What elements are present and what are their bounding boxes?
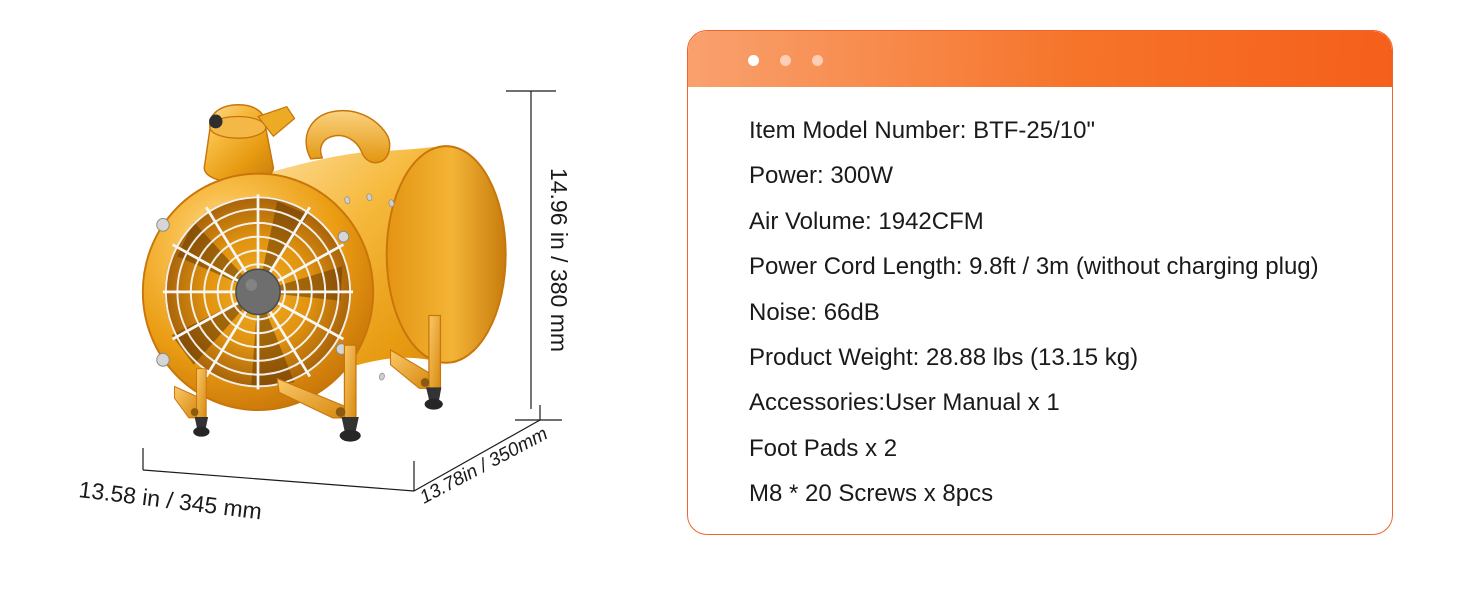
svg-text:14.96 in / 380 mm: 14.96 in / 380 mm — [546, 168, 572, 352]
svg-text:13.78in / 350mm: 13.78in / 350mm — [416, 423, 551, 508]
svg-text:13.58 in / 345 mm: 13.58 in / 345 mm — [77, 476, 263, 524]
